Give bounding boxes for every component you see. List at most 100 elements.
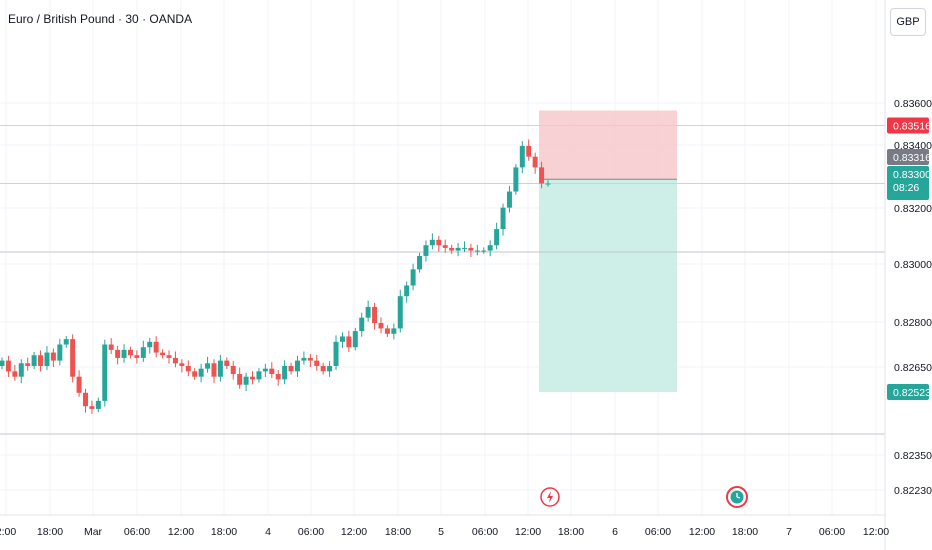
clock-event-icon[interactable] [726,486,748,508]
candle-body [301,357,307,361]
candle [25,357,31,371]
candle-body [519,145,525,168]
candle [372,302,378,330]
candle-body [185,365,191,372]
candle [423,240,429,262]
candle [140,340,146,362]
candle-body [134,355,140,358]
candle-body [179,363,185,366]
candle-body [282,365,288,380]
candle [38,350,44,372]
candle [243,372,249,392]
price-tick-label: 0.82800 [894,317,932,329]
time-tick-label: 18:00 [732,526,758,538]
candle [127,346,133,359]
candle-body [429,239,435,246]
candle [224,357,230,370]
candle [153,336,159,358]
candle [339,332,345,349]
candle [365,300,371,322]
candle [474,244,480,256]
stop-loss-zone [539,110,677,180]
candle-body [25,363,31,366]
candle [108,338,114,354]
time-tick-label: 06:00 [819,526,845,538]
candle [494,222,500,250]
candle-body [461,247,467,249]
last-price-badge-bg [887,166,929,200]
time-tick-label: 2:00 [0,526,16,538]
candle-body [256,371,262,380]
candle-body [410,269,416,286]
candle [288,362,294,375]
candle [410,263,416,291]
candle-body [192,371,198,377]
candle-body [417,255,423,270]
candle-body [513,167,519,192]
candle [526,139,532,161]
candle-body [237,374,243,385]
time-tick-label: 06:00 [298,526,324,538]
candle-body [397,296,403,329]
lightning-event-icon[interactable] [540,487,560,507]
time-tick-label: 18:00 [558,526,584,538]
candle-body [147,341,153,348]
candle [262,363,268,377]
candle-body [506,191,512,208]
time-tick-label: 4 [265,526,271,538]
candle [256,368,262,383]
candle-body [38,355,44,366]
entry-price-badge: 0.83316 [887,149,931,165]
candle [404,281,410,303]
candle-body [50,352,56,361]
candle-body [224,360,230,366]
candle-body [18,363,24,377]
entry-price-badge-bg [887,149,929,165]
time-tick-label: 06:00 [472,526,498,538]
candle-body [83,392,89,407]
candle [359,312,365,337]
candle [468,243,474,258]
candle-body [526,145,532,157]
candle [115,345,121,365]
candle [217,354,223,382]
time-tick-label: 18:00 [385,526,411,538]
candle-body [127,349,133,356]
candle-body [243,376,249,385]
candle [384,325,390,337]
candle [166,350,172,364]
candle-body [384,328,390,334]
candle [12,364,18,381]
last-price-badge-text: 08:26 [893,182,919,194]
candle-body [153,341,159,353]
candle [378,317,384,334]
candle-body [5,360,11,372]
candle-body [487,245,493,251]
stop-loss-price-badge: 0.83516 [887,117,931,134]
candle-body [474,250,480,252]
price-tick-label: 0.83200 [894,203,932,215]
candle [391,323,397,340]
take-profit-price-badge-text: 0.82523 [893,387,931,399]
candle-body [352,331,358,348]
candle [237,367,243,389]
candle-body [76,376,82,393]
candle [18,359,24,384]
candle-body [262,368,268,372]
candle [513,164,519,195]
candle [455,243,461,257]
candle-body [455,247,461,251]
candle [50,348,56,368]
candle [179,359,185,373]
time-tick-label: 7 [786,526,792,538]
candle-body [494,229,500,246]
candle-body [442,245,448,248]
candle [545,180,551,187]
candle [172,351,178,368]
candle-body [63,339,69,345]
currency-button[interactable]: GBP [890,8,926,36]
price-tick-label: 0.83600 [894,98,932,110]
